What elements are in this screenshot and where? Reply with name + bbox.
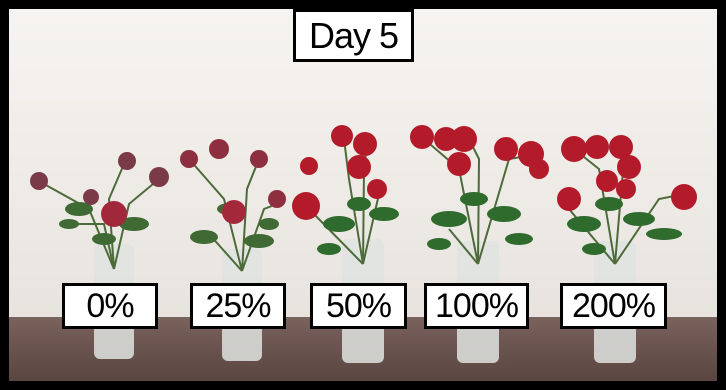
concentration-label-200: 200%	[560, 283, 667, 329]
rose-bouquet-0-percent	[30, 152, 169, 359]
rose-bouquet-100-percent	[410, 125, 549, 363]
day-label: Day 5	[293, 9, 414, 62]
rose-bouquet-200-percent	[557, 135, 697, 363]
concentration-label-25: 25%	[190, 283, 286, 329]
concentration-label-50: 50%	[310, 283, 407, 329]
concentration-label-0: 0%	[62, 283, 158, 329]
concentration-label-100: 100%	[424, 283, 529, 329]
